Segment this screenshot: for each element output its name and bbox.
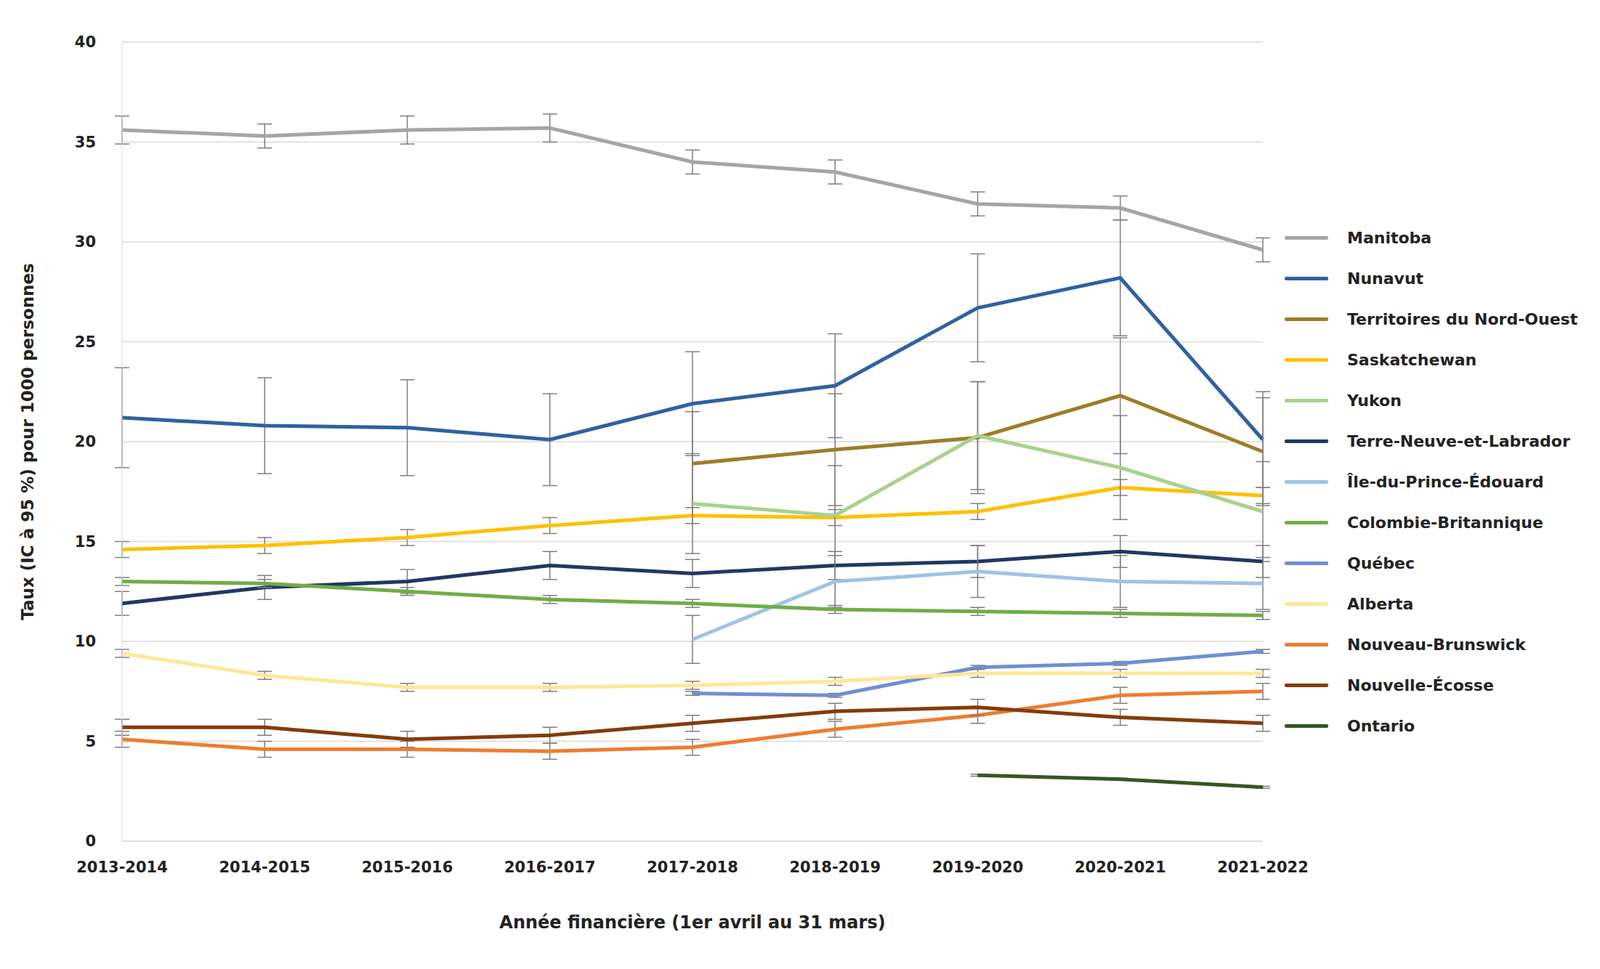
svg-text:40: 40 (74, 33, 96, 51)
svg-text:20: 20 (74, 433, 96, 451)
html-text:Manitoba: Manitoba (1347, 228, 1432, 247)
svg-text:15: 15 (74, 533, 96, 551)
html-text:Territoires du Nord-Ouest: Territoires du Nord-Ouest (1347, 309, 1578, 329)
svg-text:2018-2019: 2018-2019 (789, 858, 881, 877)
svg-text:2021-2022: 2021-2022 (1217, 858, 1309, 877)
svg-text:30: 30 (74, 233, 96, 251)
svg-text:0: 0 (85, 832, 96, 851)
svg-text:2014-2015: 2014-2015 (218, 858, 311, 877)
svg-text:2015-2016: 2015-2016 (361, 858, 454, 877)
svg-text:2016-2017: 2016-2017 (504, 858, 596, 877)
html-text:Saskatchewan: Saskatchewan (1347, 350, 1477, 369)
html-text:Québec: Québec (1347, 554, 1415, 573)
html-text:Colombie-Britannique: Colombie-Britannique (1347, 513, 1544, 532)
svg-text:2019-2020: 2019-2020 (932, 858, 1024, 877)
svg-text:25: 25 (74, 333, 96, 351)
svg-text:Taux (IC à 95 %) pour 1000 per: Taux (IC à 95 %) pour 1000 personnes (18, 263, 38, 620)
svg-text:2013-2014: 2013-2014 (76, 858, 168, 877)
html-text:Ontario: Ontario (1347, 716, 1415, 735)
html-text:Yukon: Yukon (1347, 391, 1402, 410)
html-text:Alberta: Alberta (1347, 594, 1414, 613)
html-text:Terre-Neuve-et-Labrador: Terre-Neuve-et-Labrador (1347, 431, 1570, 451)
svg-text:35: 35 (74, 133, 96, 152)
svg-text:5: 5 (85, 733, 96, 751)
html-text:Nouvelle-Écosse: Nouvelle-Écosse (1347, 676, 1494, 695)
html-text:Nouveau-Brunswick: Nouveau-Brunswick (1347, 635, 1526, 654)
svg-text:2020-2021: 2020-2021 (1074, 858, 1167, 877)
html-text:Île-du-Prince-Édouard: Île-du-Prince-Édouard (1347, 472, 1544, 491)
svg-text:10: 10 (74, 632, 96, 651)
svg-text:Année financière (1er avril au: Année financière (1er avril au 31 mars) (499, 912, 886, 933)
svg-text:2017-2018: 2017-2018 (646, 858, 739, 877)
html-text:Nunavut: Nunavut (1347, 269, 1424, 288)
